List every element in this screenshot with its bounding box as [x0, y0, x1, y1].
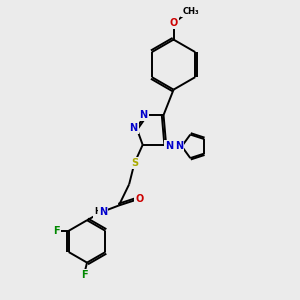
Text: S: S	[131, 158, 138, 168]
Text: N: N	[140, 110, 148, 120]
Text: N: N	[99, 207, 107, 217]
Text: H: H	[94, 208, 101, 217]
Text: F: F	[53, 226, 60, 236]
Text: CH₃: CH₃	[182, 7, 199, 16]
Text: N: N	[165, 141, 173, 151]
Text: N: N	[129, 123, 138, 133]
Text: O: O	[135, 194, 143, 204]
Text: F: F	[81, 270, 87, 280]
Text: O: O	[169, 18, 178, 28]
Text: N: N	[175, 141, 183, 151]
